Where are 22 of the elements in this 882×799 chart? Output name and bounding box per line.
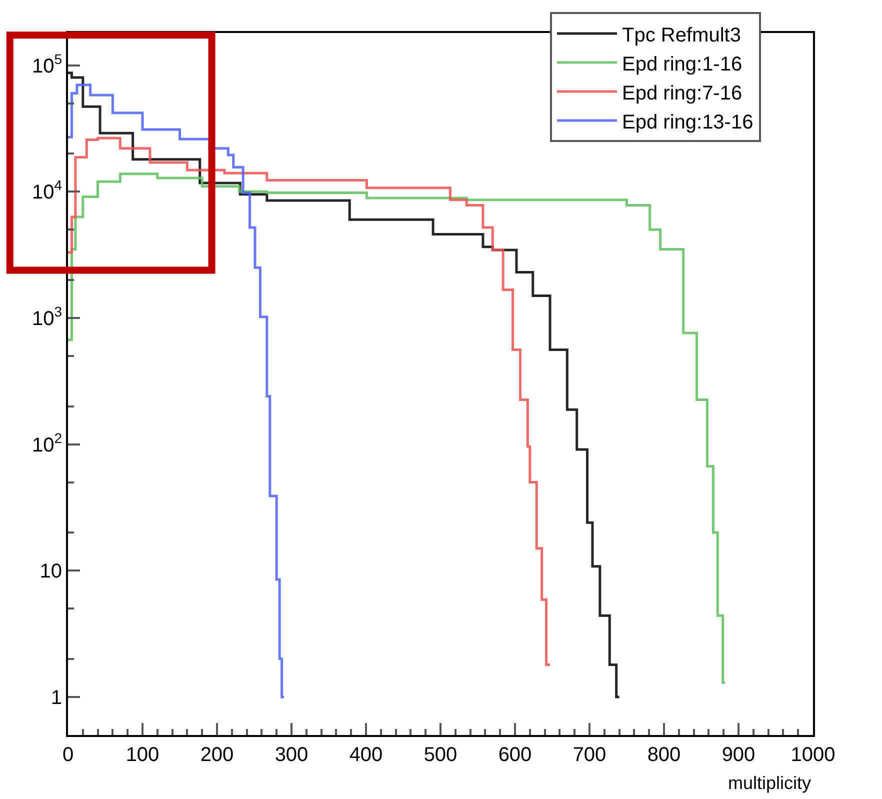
legend-label: Epd ring:1-16: [622, 53, 742, 76]
x-tick-label: 500: [424, 744, 458, 766]
legend-label: Epd ring:7-16: [622, 82, 742, 104]
y-tick-label: 10: [40, 560, 62, 583]
y-tick-label: 10$^{4}$: [32, 177, 62, 204]
x-tick-label: 600: [498, 744, 532, 766]
y-tick-label: 1: [50, 686, 62, 709]
y-tick-label: 10$^{3}$: [32, 304, 62, 330]
x-tick-label: 100: [126, 744, 160, 766]
x-axis-title: multiplicity: [728, 773, 812, 793]
x-tick-label: 900: [722, 744, 756, 766]
x-tick-label: 200: [200, 744, 234, 766]
y-tick-label: 10$^{2}$: [32, 430, 62, 456]
x-tick-label: 300: [274, 744, 308, 766]
legend-label: Tpc Refmult3: [622, 24, 741, 46]
x-tick-label: 400: [349, 744, 383, 766]
x-tick-label: 0: [62, 744, 74, 766]
x-tick-label: 700: [572, 744, 606, 766]
x-tick-label: 1000: [790, 744, 836, 766]
legend-label: Epd ring:13-16: [622, 111, 754, 134]
x-tick-label: 800: [647, 744, 681, 766]
y-tick-label: 10$^{5}$: [32, 50, 62, 78]
